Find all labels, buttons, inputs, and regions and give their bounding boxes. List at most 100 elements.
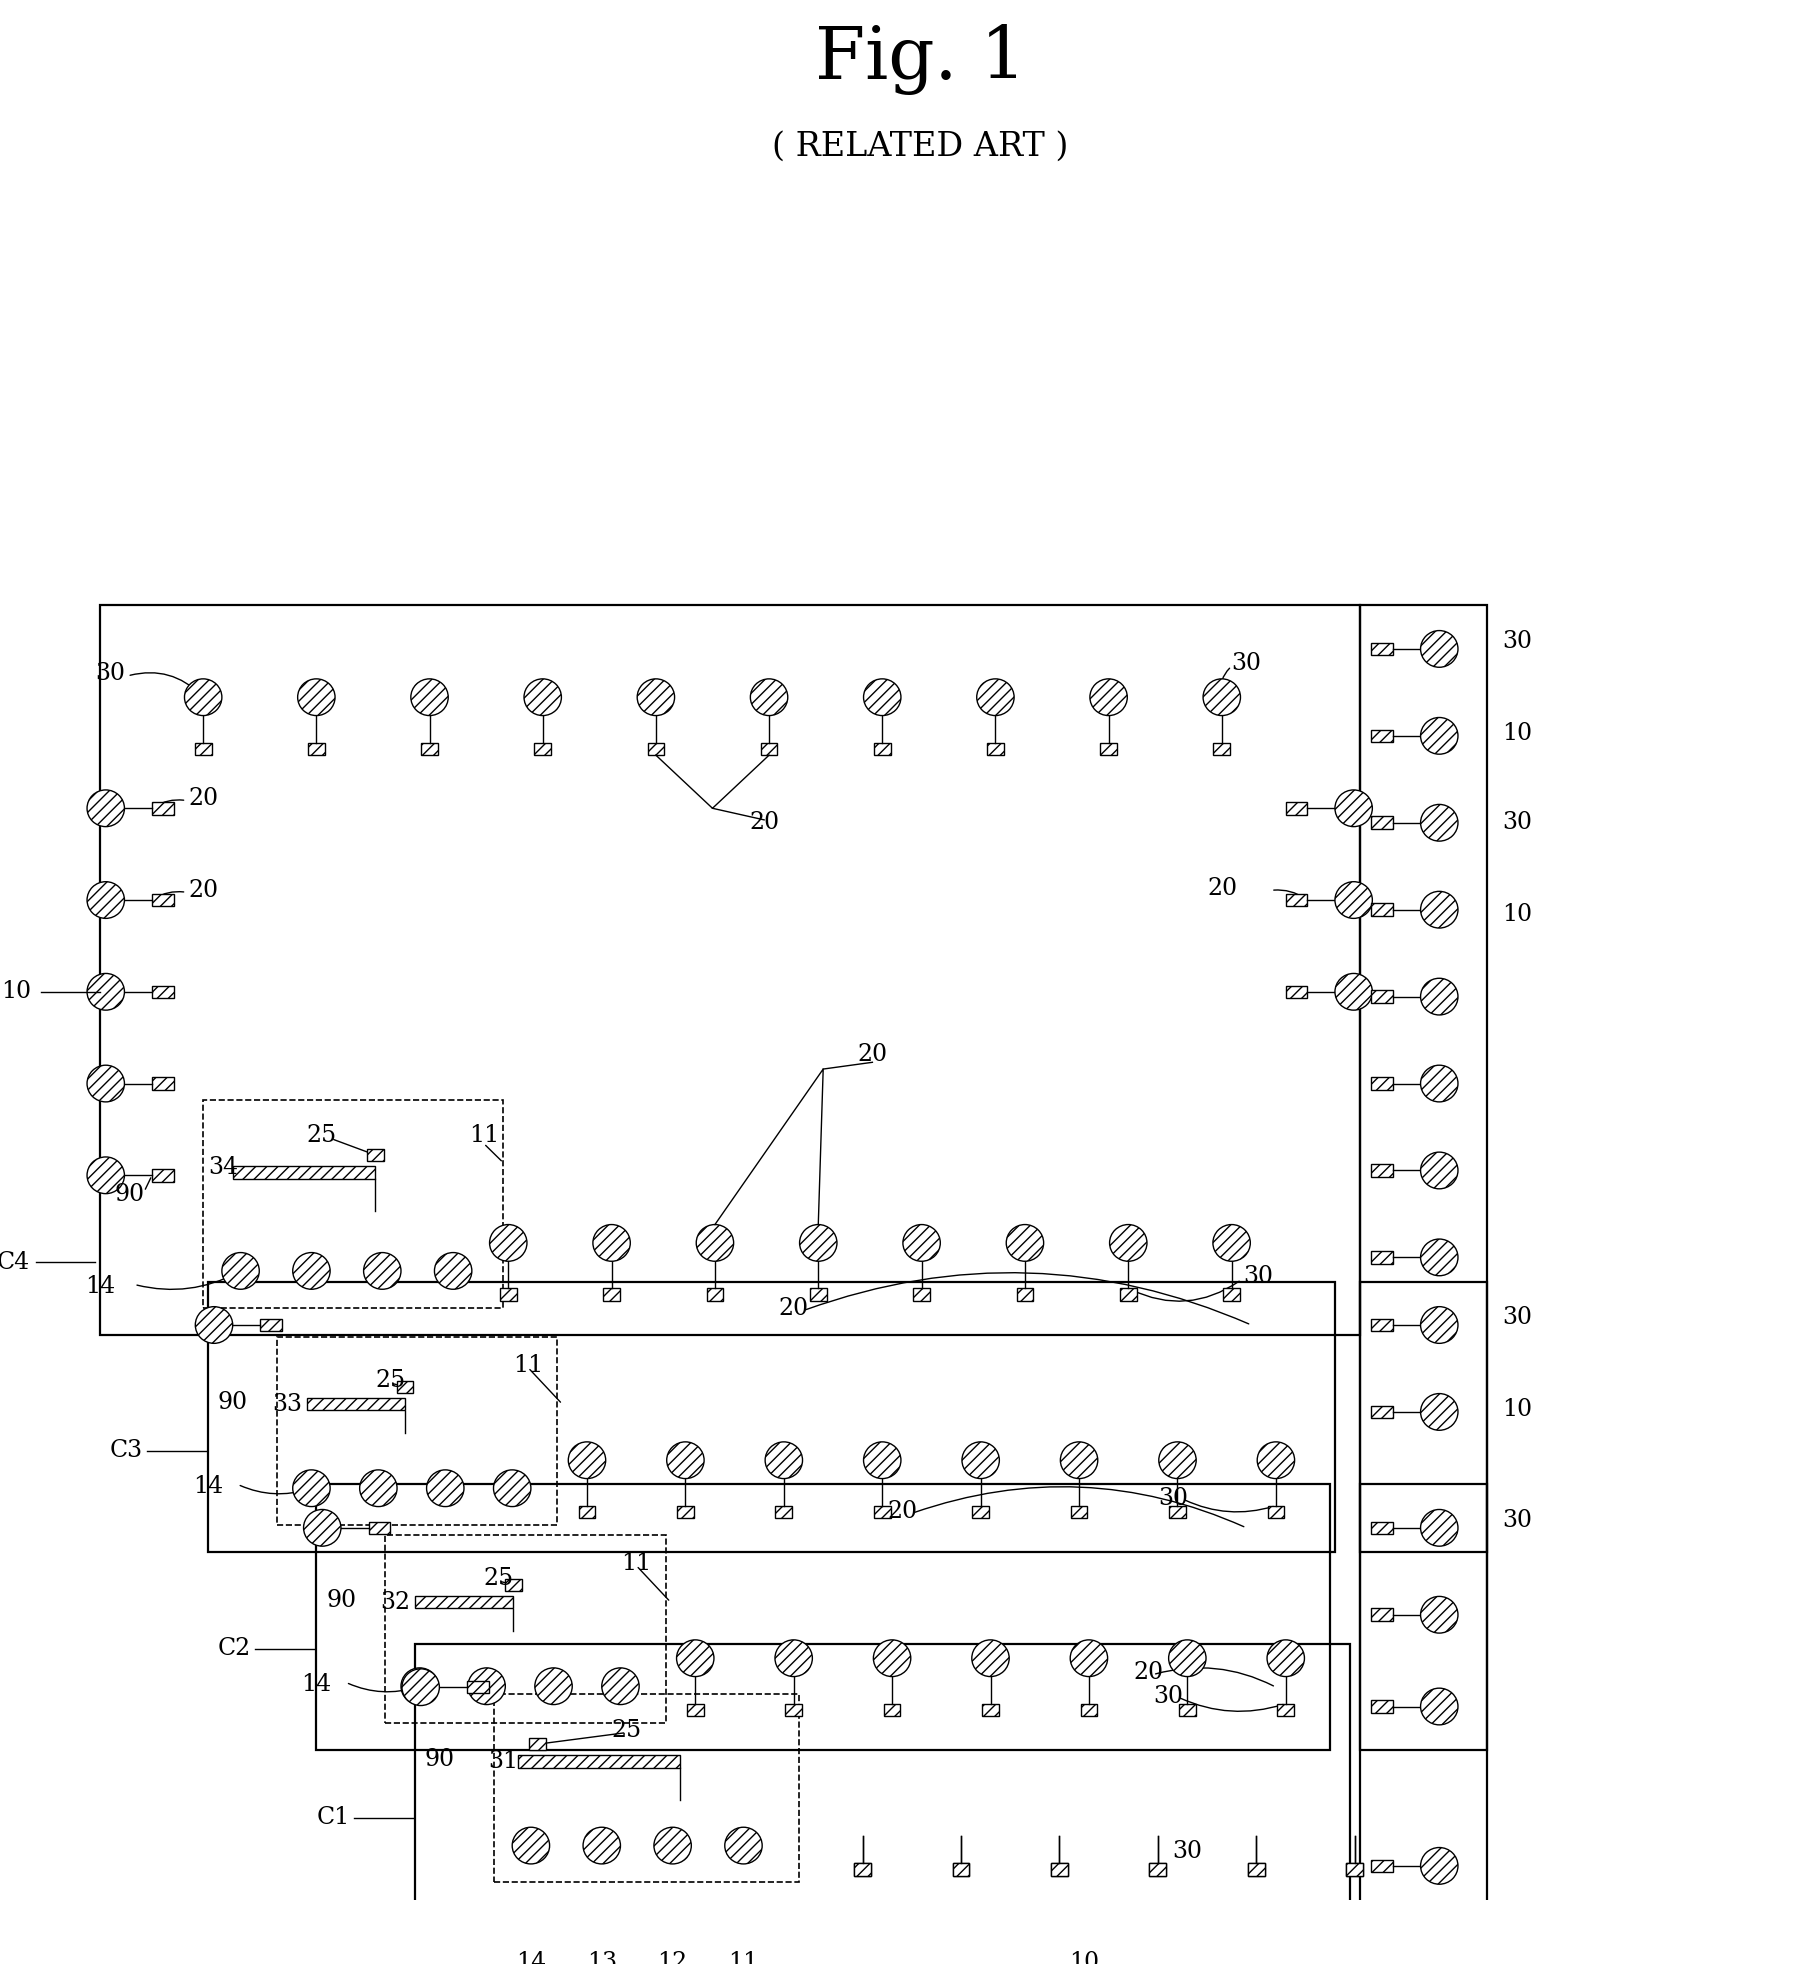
Text: 10: 10 <box>1069 1950 1100 1964</box>
Circle shape <box>864 680 902 715</box>
Circle shape <box>602 1667 640 1705</box>
Text: 30: 30 <box>1502 1306 1533 1330</box>
Circle shape <box>293 1469 331 1506</box>
Text: 20: 20 <box>778 1296 809 1320</box>
Text: C3: C3 <box>109 1440 144 1461</box>
Text: 30: 30 <box>1173 1840 1202 1864</box>
Circle shape <box>298 680 335 715</box>
Text: 30: 30 <box>95 662 125 685</box>
Text: Fig. 1: Fig. 1 <box>814 24 1025 96</box>
Bar <box>1100 742 1116 756</box>
Text: 30: 30 <box>1153 1685 1184 1709</box>
Circle shape <box>1334 974 1373 1009</box>
Circle shape <box>1258 1442 1294 1479</box>
Bar <box>1285 801 1307 815</box>
Bar <box>1360 605 1487 1552</box>
Circle shape <box>1420 805 1458 841</box>
Bar <box>307 742 325 756</box>
Circle shape <box>1091 680 1127 715</box>
Bar <box>153 986 175 998</box>
Bar <box>260 1318 282 1332</box>
Circle shape <box>1334 882 1373 919</box>
Bar <box>415 1597 513 1609</box>
Circle shape <box>765 1442 802 1479</box>
Bar <box>785 1703 802 1717</box>
Text: 20: 20 <box>189 878 218 901</box>
Circle shape <box>1060 1442 1098 1479</box>
Bar <box>505 1579 522 1591</box>
Circle shape <box>1169 1640 1205 1677</box>
Circle shape <box>1420 1153 1458 1188</box>
Bar <box>233 1167 375 1178</box>
Bar <box>1371 1609 1393 1620</box>
Circle shape <box>87 1064 124 1102</box>
Circle shape <box>87 882 124 919</box>
Circle shape <box>1420 717 1458 754</box>
Bar <box>500 1288 516 1300</box>
Circle shape <box>1267 1640 1305 1677</box>
Circle shape <box>1334 790 1373 827</box>
Circle shape <box>1420 1306 1458 1343</box>
Bar <box>987 742 1004 756</box>
Text: 31: 31 <box>489 1750 518 1773</box>
Text: 10: 10 <box>1502 903 1533 925</box>
Circle shape <box>411 680 449 715</box>
Circle shape <box>87 1157 124 1194</box>
Text: 11: 11 <box>622 1552 651 1575</box>
Circle shape <box>1420 1510 1458 1546</box>
Circle shape <box>973 1640 1009 1677</box>
Circle shape <box>402 1667 438 1705</box>
Text: 14: 14 <box>193 1475 224 1499</box>
Bar <box>1285 986 1307 998</box>
Bar <box>578 1506 594 1518</box>
Text: 14: 14 <box>302 1673 333 1695</box>
Bar <box>760 742 778 756</box>
Bar <box>676 1506 694 1518</box>
Bar <box>1247 1864 1265 1876</box>
Circle shape <box>864 1442 902 1479</box>
Circle shape <box>800 1226 836 1261</box>
Text: 33: 33 <box>273 1392 302 1416</box>
Text: 90: 90 <box>218 1391 247 1414</box>
Text: 20: 20 <box>749 811 780 835</box>
Circle shape <box>962 1442 1000 1479</box>
Text: 25: 25 <box>307 1123 336 1147</box>
Bar <box>1285 894 1307 905</box>
Bar <box>1347 1864 1364 1876</box>
Circle shape <box>584 1827 620 1864</box>
Circle shape <box>1420 1064 1458 1102</box>
Bar <box>153 894 175 905</box>
Text: 10: 10 <box>1502 723 1533 746</box>
Text: 20: 20 <box>189 788 218 809</box>
Circle shape <box>427 1469 464 1506</box>
Circle shape <box>1071 1640 1107 1677</box>
Text: 30: 30 <box>1502 811 1533 835</box>
Circle shape <box>493 1469 531 1506</box>
Bar <box>207 1282 1334 1552</box>
Bar <box>687 1703 704 1717</box>
Bar <box>1016 1288 1033 1300</box>
Bar <box>1224 1288 1240 1300</box>
Bar <box>422 742 438 756</box>
Bar <box>153 1078 175 1090</box>
Text: 90: 90 <box>425 1748 454 1772</box>
Bar <box>1247 1864 1265 1876</box>
Circle shape <box>725 1827 762 1864</box>
Circle shape <box>534 1667 573 1705</box>
Circle shape <box>184 680 222 715</box>
Bar <box>316 1485 1331 1750</box>
Circle shape <box>751 680 787 715</box>
Bar <box>415 1644 1349 1909</box>
Text: 20: 20 <box>858 1043 887 1066</box>
Bar <box>776 1506 793 1518</box>
Bar <box>604 1288 620 1300</box>
Circle shape <box>676 1640 714 1677</box>
Bar <box>874 742 891 756</box>
Bar <box>1267 1506 1284 1518</box>
Bar <box>1371 642 1393 656</box>
Text: 30: 30 <box>1158 1487 1187 1510</box>
Bar <box>647 742 664 756</box>
Bar <box>1371 1318 1393 1332</box>
Circle shape <box>87 974 124 1009</box>
Circle shape <box>593 1226 631 1261</box>
